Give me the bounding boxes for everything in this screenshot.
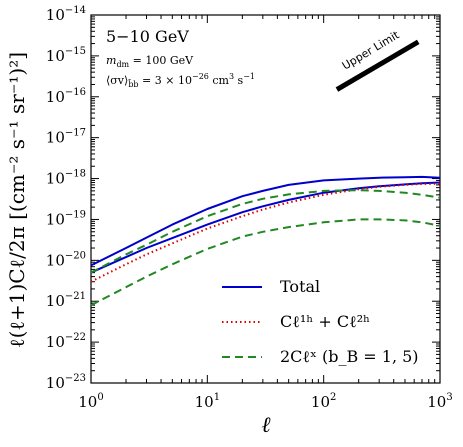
cross-section-annotation: ⟨σv⟩b̄b = 3 × 10−26 cm3 s−1 <box>106 72 255 89</box>
series-line-0 <box>90 175 441 267</box>
y-tick-label: 10−20 <box>46 250 86 269</box>
axis-ticks <box>90 14 441 384</box>
series-line-3 <box>90 189 441 274</box>
y-tick-label: 10−17 <box>46 128 86 147</box>
legend-label-total: Total <box>280 277 320 296</box>
x-tick-label: 101 <box>195 392 220 411</box>
x-axis-label: ℓ <box>261 413 271 438</box>
y-axis-label: ℓ(ℓ+1)Cℓ/2π [(cm⁻² s⁻¹ sr⁻¹)²] <box>5 52 29 348</box>
upper-limit-line <box>335 39 420 92</box>
series-line-4 <box>90 218 441 307</box>
energy-band-label: 5−10 GeV <box>106 27 189 46</box>
mass-annotation: mdm = 100 GeV <box>106 54 194 69</box>
legend-label-1h2h: Cℓ¹ʰ + Cℓ²ʰ <box>280 312 370 331</box>
y-tick-label: 10−14 <box>46 5 86 24</box>
series-line-2 <box>90 182 441 283</box>
y-tick-label: 10−22 <box>46 332 86 351</box>
upper-limit-label: Upper Limit <box>340 28 402 72</box>
y-tick-label: 10−15 <box>46 46 86 65</box>
plot-frame <box>90 14 441 384</box>
y-tick-label: 10−21 <box>46 291 86 310</box>
y-tick-label: 10−18 <box>46 169 86 188</box>
x-tick-labels: 100 101 102 103 <box>78 392 452 411</box>
x-tick-label: 103 <box>427 392 452 411</box>
y-tick-labels: 10−23 10−22 10−21 10−20 10−19 10−18 10−17 10−16… <box>46 5 86 392</box>
y-tick-label: 10−19 <box>46 209 86 228</box>
x-tick-label: 102 <box>311 392 336 411</box>
series-lines <box>90 175 441 307</box>
y-tick-label: 10−16 <box>46 87 86 106</box>
legend-label-cross: 2Cℓˣ (b_B = 1, 5) <box>280 347 419 366</box>
x-tick-label: 100 <box>78 392 103 411</box>
legend: Total Cℓ¹ʰ + Cℓ²ʰ 2Cℓˣ (b_B = 1, 5) <box>222 277 419 366</box>
y-tick-label: 10−23 <box>46 373 86 392</box>
series-line-1 <box>90 181 441 274</box>
